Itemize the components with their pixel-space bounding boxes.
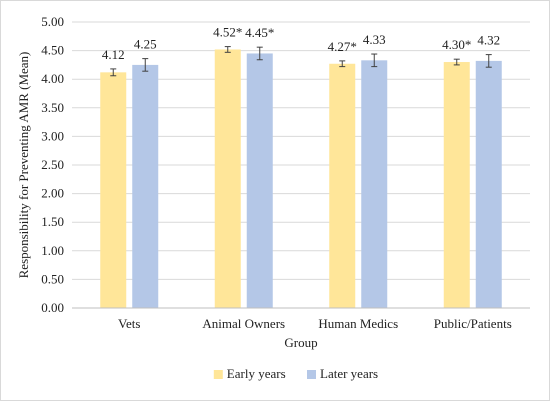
x-axis-title: Group: [284, 335, 317, 350]
x-axis-categories: Vets Animal Owners Human Medics Public/Pati…: [118, 316, 512, 331]
y-tick-label: 3.50: [41, 100, 64, 115]
data-label: 4.25: [134, 37, 157, 52]
legend-swatch: [213, 370, 223, 379]
y-axis-title: Responsibility for Preventing AMR (Mean): [16, 52, 31, 279]
data-label: 4.33: [363, 32, 386, 47]
x-category-label: Public/Patients: [434, 316, 512, 331]
data-label: 4.52*: [213, 25, 242, 40]
bar: [475, 60, 502, 309]
data-label: 4.32: [477, 33, 500, 48]
y-axis-ticks: 0.00 0.50 1.00 1.50 2.00 2.50 3.00 3.50 4.00 4.50…: [41, 14, 64, 315]
data-label: 4.45*: [245, 25, 274, 40]
bar: [132, 64, 159, 309]
y-tick-label: 2.00: [41, 186, 64, 201]
legend-label: Later years: [320, 366, 378, 381]
data-label: 4.27*: [328, 39, 357, 54]
legend-swatch: [307, 370, 316, 379]
x-category-label: Animal Owners: [202, 316, 285, 331]
y-tick-label: 0.50: [41, 271, 64, 286]
bar: [214, 49, 241, 309]
data-label: 4.30*: [442, 37, 471, 52]
data-labels: 4.12 4.25 4.52* 4.45* 4.27* 4.33 4.30* 4.32: [102, 25, 500, 62]
y-tick-label: 4.50: [41, 43, 64, 58]
data-label: 4.12: [102, 47, 125, 62]
bar: [246, 53, 273, 309]
legend: Early years Later years: [213, 366, 378, 381]
error-bars: [110, 46, 492, 77]
y-tick-label: 1.50: [41, 214, 64, 229]
x-category-label: Human Medics: [318, 316, 398, 331]
y-tick-label: 1.00: [41, 243, 64, 258]
y-tick-label: 5.00: [41, 14, 64, 29]
y-tick-label: 0.00: [41, 300, 64, 315]
bar: [100, 72, 127, 308]
legend-label: Early years: [227, 366, 286, 381]
x-category-label: Vets: [118, 316, 140, 331]
y-tick-label: 2.50: [41, 157, 64, 172]
bar: [443, 62, 470, 308]
bars: [100, 49, 502, 309]
y-tick-label: 4.00: [41, 71, 64, 86]
bar: [329, 63, 356, 309]
y-tick-label: 3.00: [41, 128, 64, 143]
bar: [361, 60, 388, 308]
